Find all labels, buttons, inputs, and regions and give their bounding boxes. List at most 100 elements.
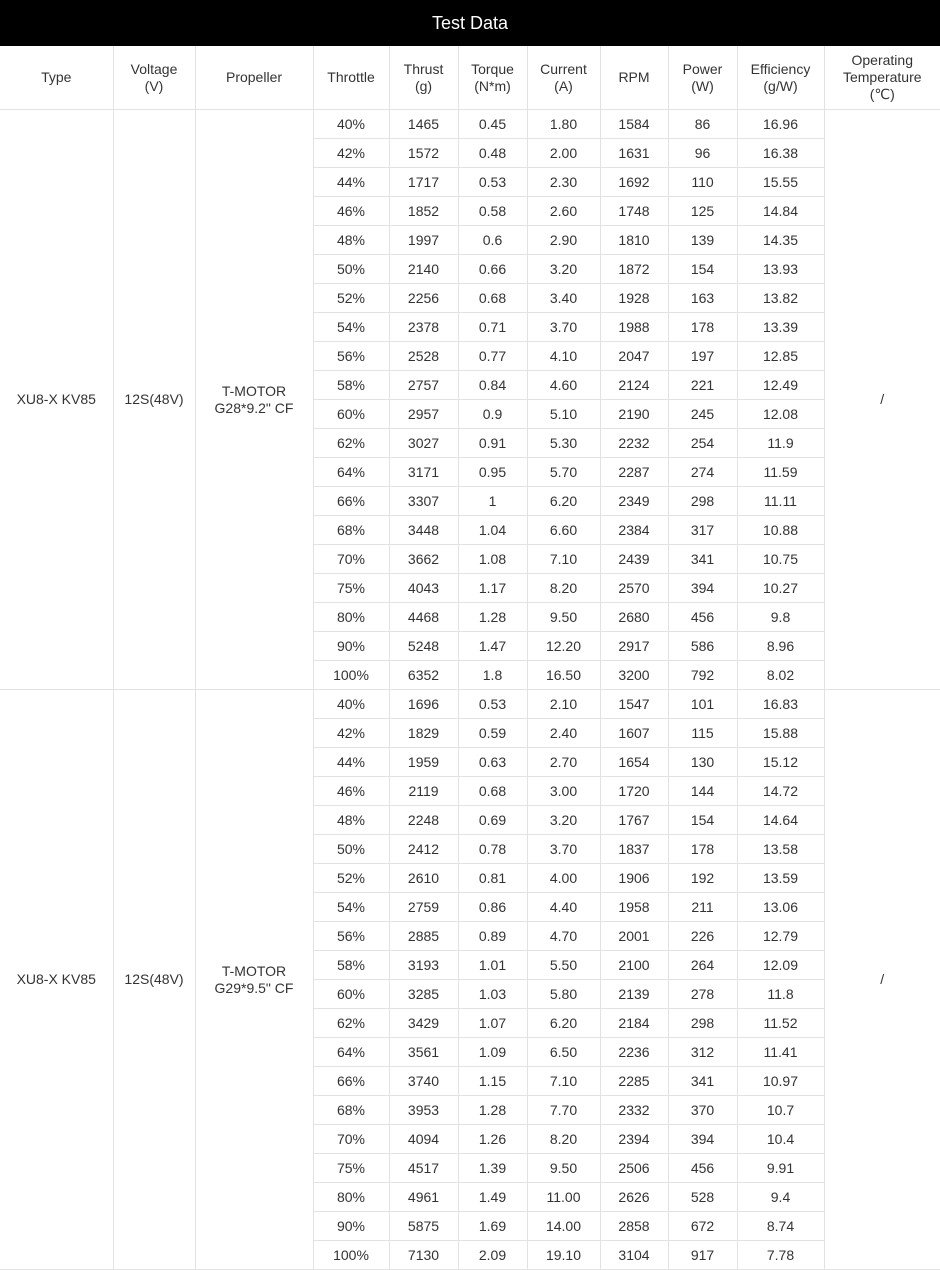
table-row: 52% 2256 0.68 3.40 1928 163 13.82 <box>0 283 940 313</box>
table-row: 48% 2248 0.69 3.20 1767 154 14.64 <box>0 805 940 835</box>
throttle-cell: 44% <box>312 747 390 777</box>
throttle-cell: 62% <box>312 1008 390 1038</box>
rpm-cell: 2100 <box>599 950 669 980</box>
efficiency-cell: 8.74 <box>736 1211 825 1241</box>
throttle-cell: 75% <box>312 1153 390 1183</box>
throttle-cell: 100% <box>312 1240 390 1270</box>
operating-temperature-cell: / <box>823 689 940 1270</box>
power-cell: 197 <box>667 341 738 371</box>
torque-cell: 0.78 <box>457 834 528 864</box>
thrust-cell: 5248 <box>388 631 459 661</box>
efficiency-cell: 9.91 <box>736 1153 825 1183</box>
efficiency-cell: 14.64 <box>736 805 825 835</box>
thrust-cell: 1959 <box>388 747 459 777</box>
efficiency-cell: 8.02 <box>736 660 825 690</box>
rpm-cell: 2917 <box>599 631 669 661</box>
throttle-cell: 56% <box>312 921 390 951</box>
efficiency-cell: 13.39 <box>736 312 825 342</box>
torque-cell: 1 <box>457 486 528 516</box>
rpm-cell: 2047 <box>599 341 669 371</box>
rpm-cell: 2506 <box>599 1153 669 1183</box>
throttle-cell: 60% <box>312 399 390 429</box>
voltage-cell: 12S(48V) <box>112 689 196 1270</box>
rpm-cell: 3104 <box>599 1240 669 1270</box>
power-cell: 221 <box>667 370 738 400</box>
throttle-cell: 80% <box>312 602 390 632</box>
power-cell: 456 <box>667 1153 738 1183</box>
rpm-cell: 2332 <box>599 1095 669 1125</box>
power-cell: 456 <box>667 602 738 632</box>
throttle-cell: 90% <box>312 1211 390 1241</box>
thrust-cell: 3429 <box>388 1008 459 1038</box>
power-cell: 298 <box>667 486 738 516</box>
efficiency-cell: 10.7 <box>736 1095 825 1125</box>
current-cell: 16.50 <box>526 660 601 690</box>
table-row: 46% 2119 0.68 3.00 1720 144 14.72 <box>0 776 940 806</box>
thrust-cell: 2140 <box>388 254 459 284</box>
throttle-cell: 44% <box>312 167 390 197</box>
torque-cell: 0.95 <box>457 457 528 487</box>
table-row: 100% 6352 1.8 16.50 3200 792 8.02 <box>0 660 940 690</box>
power-cell: 115 <box>667 718 738 748</box>
table-row: 80% 4468 1.28 9.50 2680 456 9.8 <box>0 602 940 632</box>
table-row: 42% 1572 0.48 2.00 1631 96 16.38 <box>0 138 940 168</box>
current-cell: 3.20 <box>526 254 601 284</box>
torque-cell: 0.6 <box>457 225 528 255</box>
throttle-cell: 68% <box>312 515 390 545</box>
rpm-cell: 2139 <box>599 979 669 1009</box>
power-cell: 278 <box>667 979 738 1009</box>
torque-cell: 0.68 <box>457 283 528 313</box>
power-cell: 86 <box>667 109 738 139</box>
power-cell: 394 <box>667 1124 738 1154</box>
table-row: 56% 2885 0.89 4.70 2001 226 12.79 <box>0 921 940 951</box>
efficiency-cell: 16.38 <box>736 138 825 168</box>
throttle-cell: 64% <box>312 1037 390 1067</box>
throttle-cell: 54% <box>312 892 390 922</box>
power-cell: 254 <box>667 428 738 458</box>
throttle-cell: 52% <box>312 283 390 313</box>
throttle-cell: 64% <box>312 457 390 487</box>
current-cell: 3.70 <box>526 312 601 342</box>
throttle-cell: 46% <box>312 196 390 226</box>
power-cell: 245 <box>667 399 738 429</box>
current-cell: 3.40 <box>526 283 601 313</box>
table-row: 90% 5875 1.69 14.00 2858 672 8.74 <box>0 1211 940 1241</box>
efficiency-cell: 13.82 <box>736 283 825 313</box>
table-row: 66% 3740 1.15 7.10 2285 341 10.97 <box>0 1066 940 1096</box>
rpm-cell: 2439 <box>599 544 669 574</box>
table-row: 54% 2759 0.86 4.40 1958 211 13.06 <box>0 892 940 922</box>
current-cell: 4.40 <box>526 892 601 922</box>
power-cell: 110 <box>667 167 738 197</box>
torque-cell: 1.49 <box>457 1182 528 1212</box>
thrust-cell: 1997 <box>388 225 459 255</box>
thrust-cell: 3662 <box>388 544 459 574</box>
torque-cell: 1.09 <box>457 1037 528 1067</box>
torque-cell: 1.15 <box>457 1066 528 1096</box>
rpm-cell: 2394 <box>599 1124 669 1154</box>
rpm-cell: 1607 <box>599 718 669 748</box>
propeller-cell: T-MOTOR G28*9.2" CF <box>194 109 314 690</box>
efficiency-cell: 10.4 <box>736 1124 825 1154</box>
current-cell: 2.00 <box>526 138 601 168</box>
rpm-cell: 1547 <box>599 689 669 719</box>
throttle-cell: 90% <box>312 631 390 661</box>
throttle-cell: 42% <box>312 718 390 748</box>
efficiency-cell: 8.96 <box>736 631 825 661</box>
voltage-cell: 12S(48V) <box>112 109 196 690</box>
table-row: 44% 1959 0.63 2.70 1654 130 15.12 <box>0 747 940 777</box>
thrust-cell: 4043 <box>388 573 459 603</box>
throttle-cell: 60% <box>312 979 390 1009</box>
torque-cell: 0.48 <box>457 138 528 168</box>
thrust-cell: 1852 <box>388 196 459 226</box>
current-cell: 9.50 <box>526 1153 601 1183</box>
rpm-cell: 1631 <box>599 138 669 168</box>
current-cell: 9.50 <box>526 602 601 632</box>
thrust-cell: 3448 <box>388 515 459 545</box>
column-header-throttle: Throttle <box>312 46 390 110</box>
rpm-cell: 1872 <box>599 254 669 284</box>
efficiency-cell: 10.75 <box>736 544 825 574</box>
column-header-power: Power (W) <box>667 46 738 110</box>
table-row: 54% 2378 0.71 3.70 1988 178 13.39 <box>0 312 940 342</box>
power-cell: 178 <box>667 312 738 342</box>
current-cell: 3.00 <box>526 776 601 806</box>
